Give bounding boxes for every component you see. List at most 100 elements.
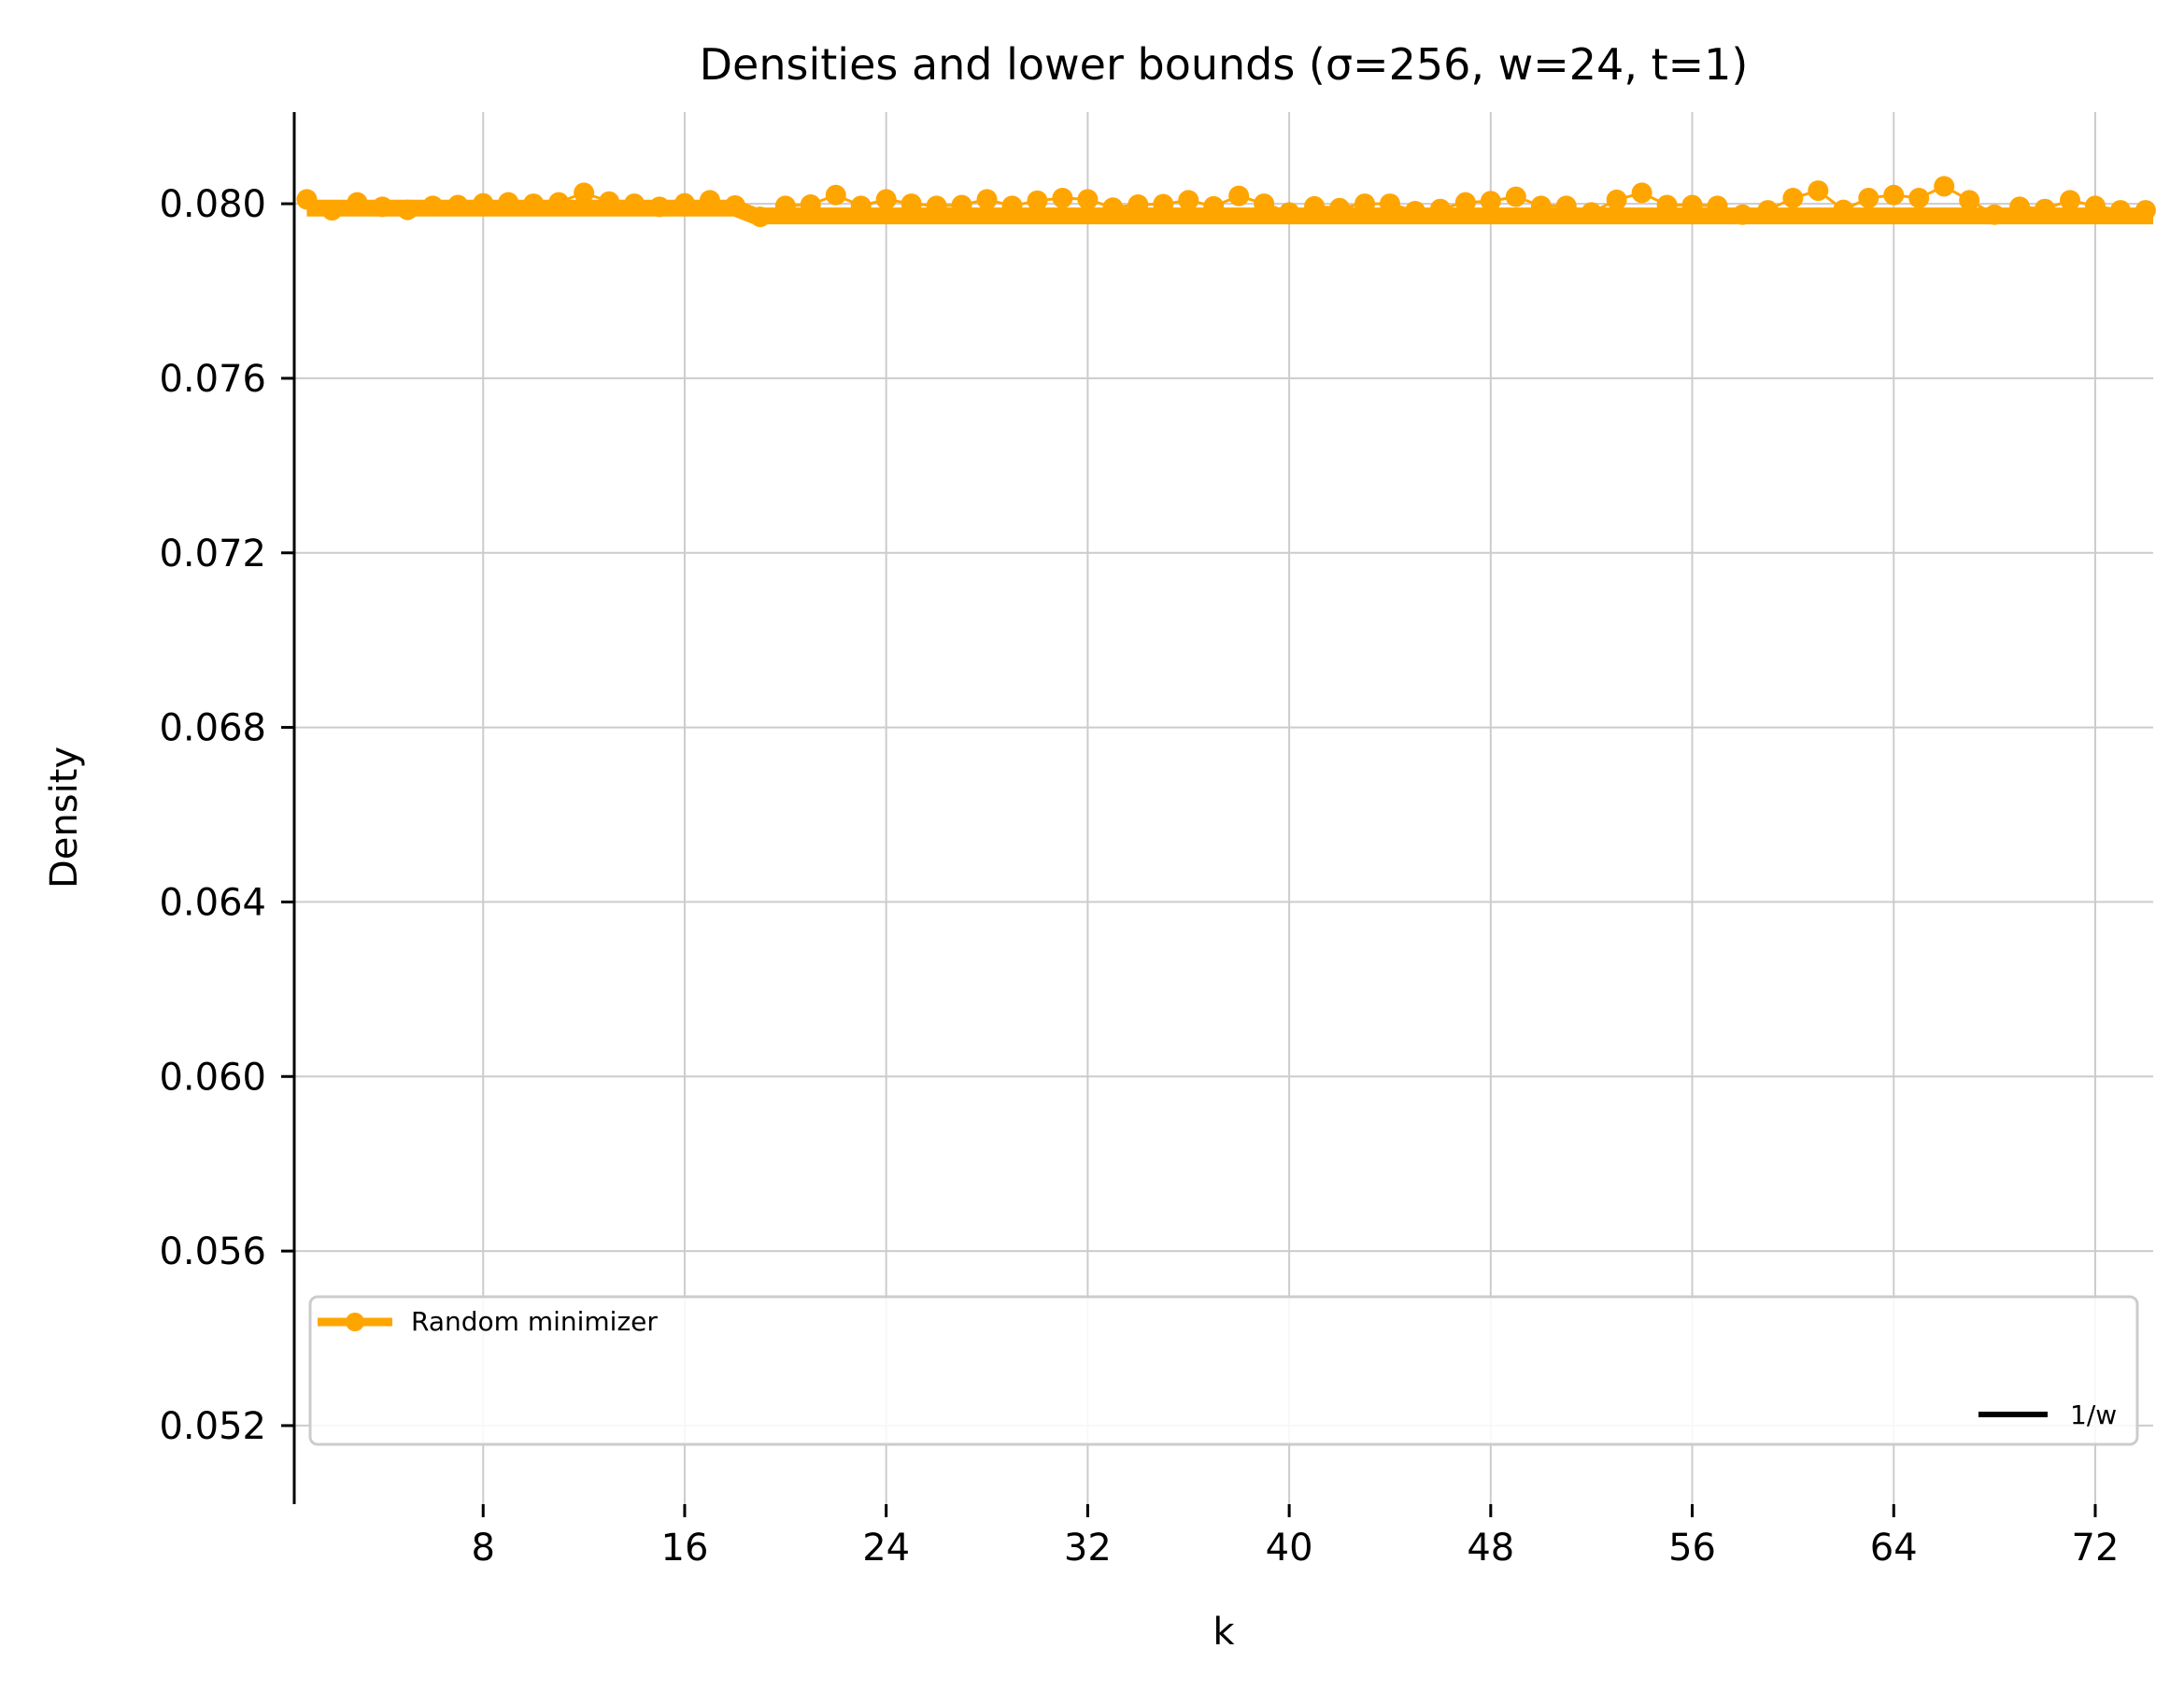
data-point-random-minimizer: [1732, 204, 1753, 225]
data-point-random-minimizer: [1404, 201, 1425, 222]
y-axis-label: Density: [43, 746, 86, 888]
x-tick-label: 40: [1266, 1527, 1313, 1570]
data-point-random-minimizer: [850, 195, 872, 217]
y-tick-label: 0.080: [159, 183, 266, 226]
data-point-random-minimizer: [1833, 199, 1854, 220]
lower-bound-band: [306, 199, 2153, 225]
data-point-random-minimizer: [2084, 195, 2106, 217]
data-point-random-minimizer: [976, 189, 998, 210]
x-tick-label: 8: [472, 1527, 495, 1570]
data-point-random-minimizer: [1279, 202, 1300, 223]
data-point-random-minimizer: [1304, 195, 1326, 217]
data-point-random-minimizer: [1707, 195, 1728, 217]
data-point-random-minimizer: [523, 193, 545, 215]
x-tick-label: 24: [862, 1527, 910, 1570]
data-point-random-minimizer: [1631, 182, 1652, 204]
data-point-random-minimizer: [1681, 194, 1703, 216]
data-point-random-minimizer: [347, 192, 368, 213]
data-point-random-minimizer: [1153, 193, 1174, 215]
x-axis-label: k: [1213, 1611, 1235, 1654]
data-point-random-minimizer: [1555, 195, 1577, 217]
data-point-random-minimizer: [1782, 188, 1804, 209]
data-point-random-minimizer: [2009, 196, 2031, 218]
data-point-random-minimizer: [1027, 190, 1048, 211]
data-point-random-minimizer: [1505, 186, 1526, 207]
data-point-random-minimizer: [498, 192, 519, 213]
chart-title: Densities and lower bounds (σ=256, w=24,…: [700, 39, 1749, 90]
data-point-random-minimizer: [1127, 194, 1149, 216]
data-point-random-minimizer: [875, 189, 897, 210]
data-point-random-minimizer: [825, 184, 846, 206]
legend-label-random-minimizer: Random minimizer: [411, 1306, 658, 1337]
x-tick-label: 16: [661, 1527, 709, 1570]
data-point-random-minimizer: [1203, 195, 1225, 217]
data-point-random-minimizer: [1228, 185, 1250, 206]
data-point-random-minimizer: [774, 195, 796, 217]
data-point-random-minimizer: [1354, 193, 1376, 215]
data-point-random-minimizer: [724, 194, 745, 216]
data-point-random-minimizer: [574, 182, 595, 204]
data-point-random-minimizer: [624, 193, 645, 215]
data-point-random-minimizer: [674, 192, 695, 214]
data-point-random-minimizer: [1959, 190, 1980, 211]
data-point-random-minimizer: [1178, 190, 1199, 211]
data-point-random-minimizer: [800, 194, 821, 216]
legend-box: [308, 1295, 2139, 1446]
data-point-random-minimizer: [1883, 184, 1905, 206]
data-point-random-minimizer: [321, 200, 343, 221]
y-tick-label: 0.056: [159, 1230, 266, 1273]
legend: Random minimizer 1/w: [308, 1295, 2139, 1446]
data-point-random-minimizer: [447, 194, 469, 216]
data-point-random-minimizer: [1656, 194, 1678, 216]
data-point-random-minimizer: [1934, 176, 1955, 197]
data-point-random-minimizer: [473, 192, 494, 214]
y-tick-label: 0.052: [159, 1405, 266, 1448]
data-point-random-minimizer: [1908, 188, 1930, 209]
y-tick-label: 0.072: [159, 533, 266, 576]
data-point-random-minimizer: [1984, 204, 2006, 225]
data-point-random-minimizer: [599, 191, 620, 212]
y-tick-label: 0.064: [159, 881, 266, 924]
data-point-random-minimizer: [397, 199, 418, 220]
data-point-random-minimizer: [1454, 192, 1476, 213]
data-point-random-minimizer: [1052, 188, 1073, 209]
data-point-random-minimizer: [699, 190, 720, 211]
data-point-random-minimizer: [1102, 197, 1124, 219]
data-point-random-minimizer: [296, 189, 318, 210]
data-point-random-minimizer: [749, 206, 771, 228]
legend-marker-random-minimizer: [346, 1313, 364, 1331]
data-point-random-minimizer: [1480, 191, 1501, 212]
series-layer: [296, 176, 2156, 228]
data-point-random-minimizer: [926, 195, 947, 217]
x-tick-label: 32: [1064, 1527, 1112, 1570]
data-point-random-minimizer: [2109, 200, 2131, 221]
data-point-random-minimizer: [1581, 202, 1602, 223]
data-point-random-minimizer: [2134, 200, 2156, 221]
data-point-random-minimizer: [901, 193, 922, 215]
x-tick-label: 64: [1870, 1527, 1918, 1570]
data-point-random-minimizer: [422, 195, 444, 217]
data-point-random-minimizer: [1254, 193, 1275, 215]
data-point-random-minimizer: [1808, 180, 1829, 202]
x-tick-label: 56: [1668, 1527, 1716, 1570]
data-point-random-minimizer: [2060, 190, 2081, 211]
data-point-random-minimizer: [1429, 198, 1451, 220]
data-point-random-minimizer: [1606, 189, 1627, 210]
data-point-random-minimizer: [951, 194, 972, 216]
x-tick-label: 48: [1467, 1527, 1514, 1570]
x-ticks: 8 16 24 32 40 48 56 64 72: [472, 1504, 2120, 1570]
data-point-random-minimizer: [1757, 200, 1779, 221]
data-point-random-minimizer: [1077, 189, 1099, 210]
data-point-random-minimizer: [648, 196, 670, 218]
data-point-random-minimizer: [1329, 197, 1351, 219]
data-point-random-minimizer: [1530, 195, 1552, 217]
data-point-random-minimizer: [548, 192, 570, 213]
x-tick-label: 72: [2072, 1527, 2120, 1570]
data-point-random-minimizer: [1379, 193, 1400, 215]
data-point-random-minimizer: [1001, 195, 1023, 217]
data-point-random-minimizer: [372, 196, 393, 218]
legend-label-1-over-w: 1/w: [2070, 1400, 2117, 1430]
data-point-random-minimizer: [1858, 188, 1879, 209]
y-tick-label: 0.076: [159, 358, 266, 401]
